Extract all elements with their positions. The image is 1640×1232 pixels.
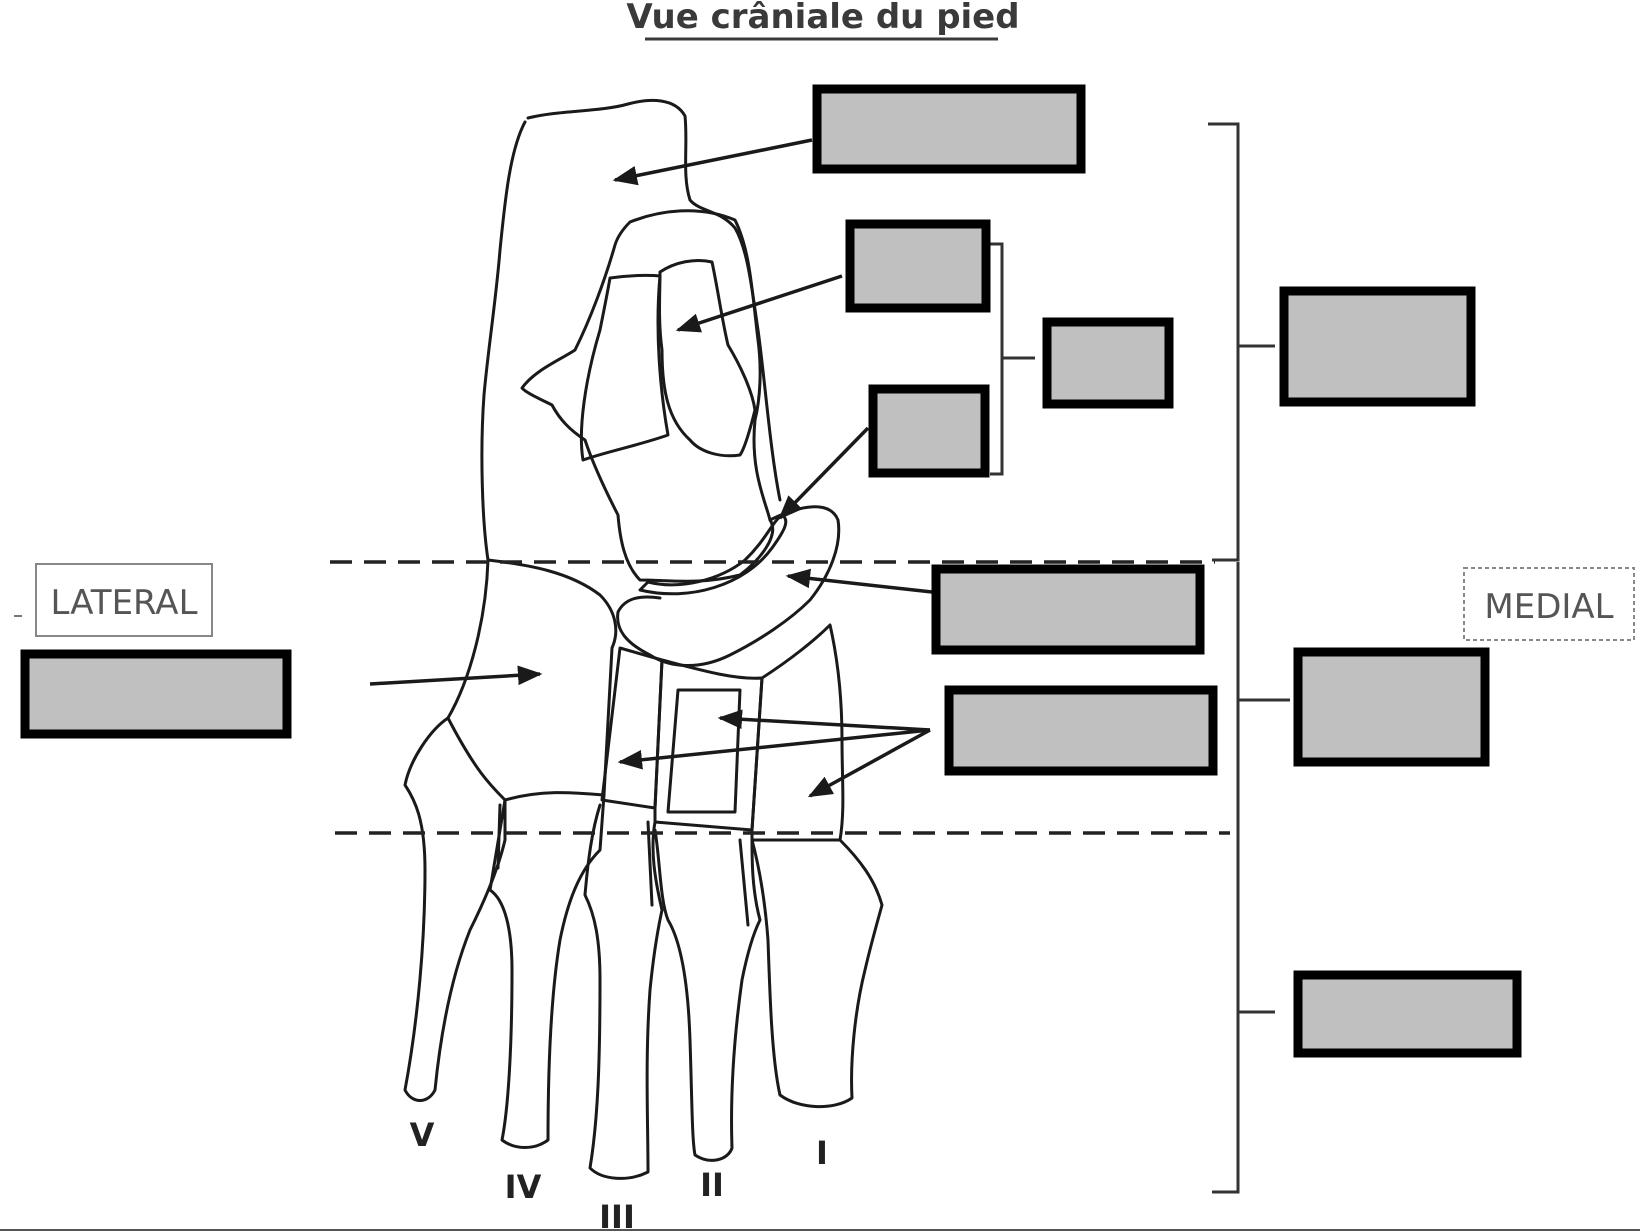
metatarsal-iii bbox=[583, 803, 664, 1180]
metatarsal-ii bbox=[653, 828, 762, 1162]
label-box-cuneiforms[interactable] bbox=[944, 685, 1218, 776]
metatarsal-label-ii: II bbox=[700, 1166, 724, 1204]
metatarsal-inner-lines bbox=[496, 803, 750, 927]
diagram-title: Vue crâniale du pied bbox=[626, 0, 1019, 37]
metatarsal-label-v: V bbox=[410, 1116, 435, 1154]
label-box-talus-head[interactable] bbox=[868, 384, 990, 478]
lateral-label: LATERAL bbox=[50, 583, 197, 623]
calcaneus-bone bbox=[446, 98, 782, 720]
label-box-cuboid[interactable] bbox=[20, 649, 292, 739]
label-box-metatarsus[interactable] bbox=[1293, 970, 1522, 1058]
metatarsal-v bbox=[403, 716, 507, 1102]
bracket-tarsus-proximal bbox=[1208, 122, 1240, 562]
arrow-calcaneus bbox=[612, 138, 813, 186]
label-box-talus-trochlea[interactable] bbox=[845, 219, 991, 313]
label-box-calcaneus[interactable] bbox=[812, 84, 1086, 174]
label-box-talus-group[interactable] bbox=[1042, 317, 1174, 409]
cuboid-bone bbox=[446, 558, 618, 802]
intermediate-cuneiform bbox=[653, 658, 764, 832]
cuneiform-inner-lines bbox=[666, 688, 742, 814]
label-box-tarsus[interactable] bbox=[1279, 286, 1476, 407]
arrow-trochlea bbox=[675, 274, 843, 333]
arrow-cuneiform-2 bbox=[617, 728, 931, 770]
bracket-talus bbox=[990, 242, 1004, 476]
metatarsal-label-iv: IV bbox=[505, 1168, 542, 1206]
metatarsal-iv bbox=[488, 793, 606, 1149]
medial-tag: MEDIAL bbox=[1463, 567, 1635, 641]
arrow-talus-head bbox=[778, 426, 870, 520]
arrow-cuboid bbox=[369, 665, 543, 686]
arrow-cuneiform-3 bbox=[807, 728, 931, 798]
arrow-cuneiform-1 bbox=[717, 709, 931, 732]
metatarsal-i bbox=[750, 838, 884, 1109]
talus-bone bbox=[520, 209, 775, 583]
talus-trochlea-medial bbox=[658, 258, 757, 458]
arrow-navicular bbox=[785, 568, 933, 594]
metatarsal-label-i: I bbox=[816, 1134, 828, 1172]
bracket-metatarsus bbox=[1212, 833, 1240, 1194]
label-box-middle-tarsus[interactable] bbox=[1293, 647, 1490, 767]
medial-cuneiform bbox=[750, 623, 845, 842]
medial-label: MEDIAL bbox=[1484, 587, 1613, 627]
label-box-navicular[interactable] bbox=[931, 564, 1205, 655]
lateral-tag: LATERAL bbox=[35, 563, 213, 637]
navicular-bone bbox=[616, 505, 841, 667]
metatarsal-label-iii: III bbox=[599, 1198, 635, 1232]
